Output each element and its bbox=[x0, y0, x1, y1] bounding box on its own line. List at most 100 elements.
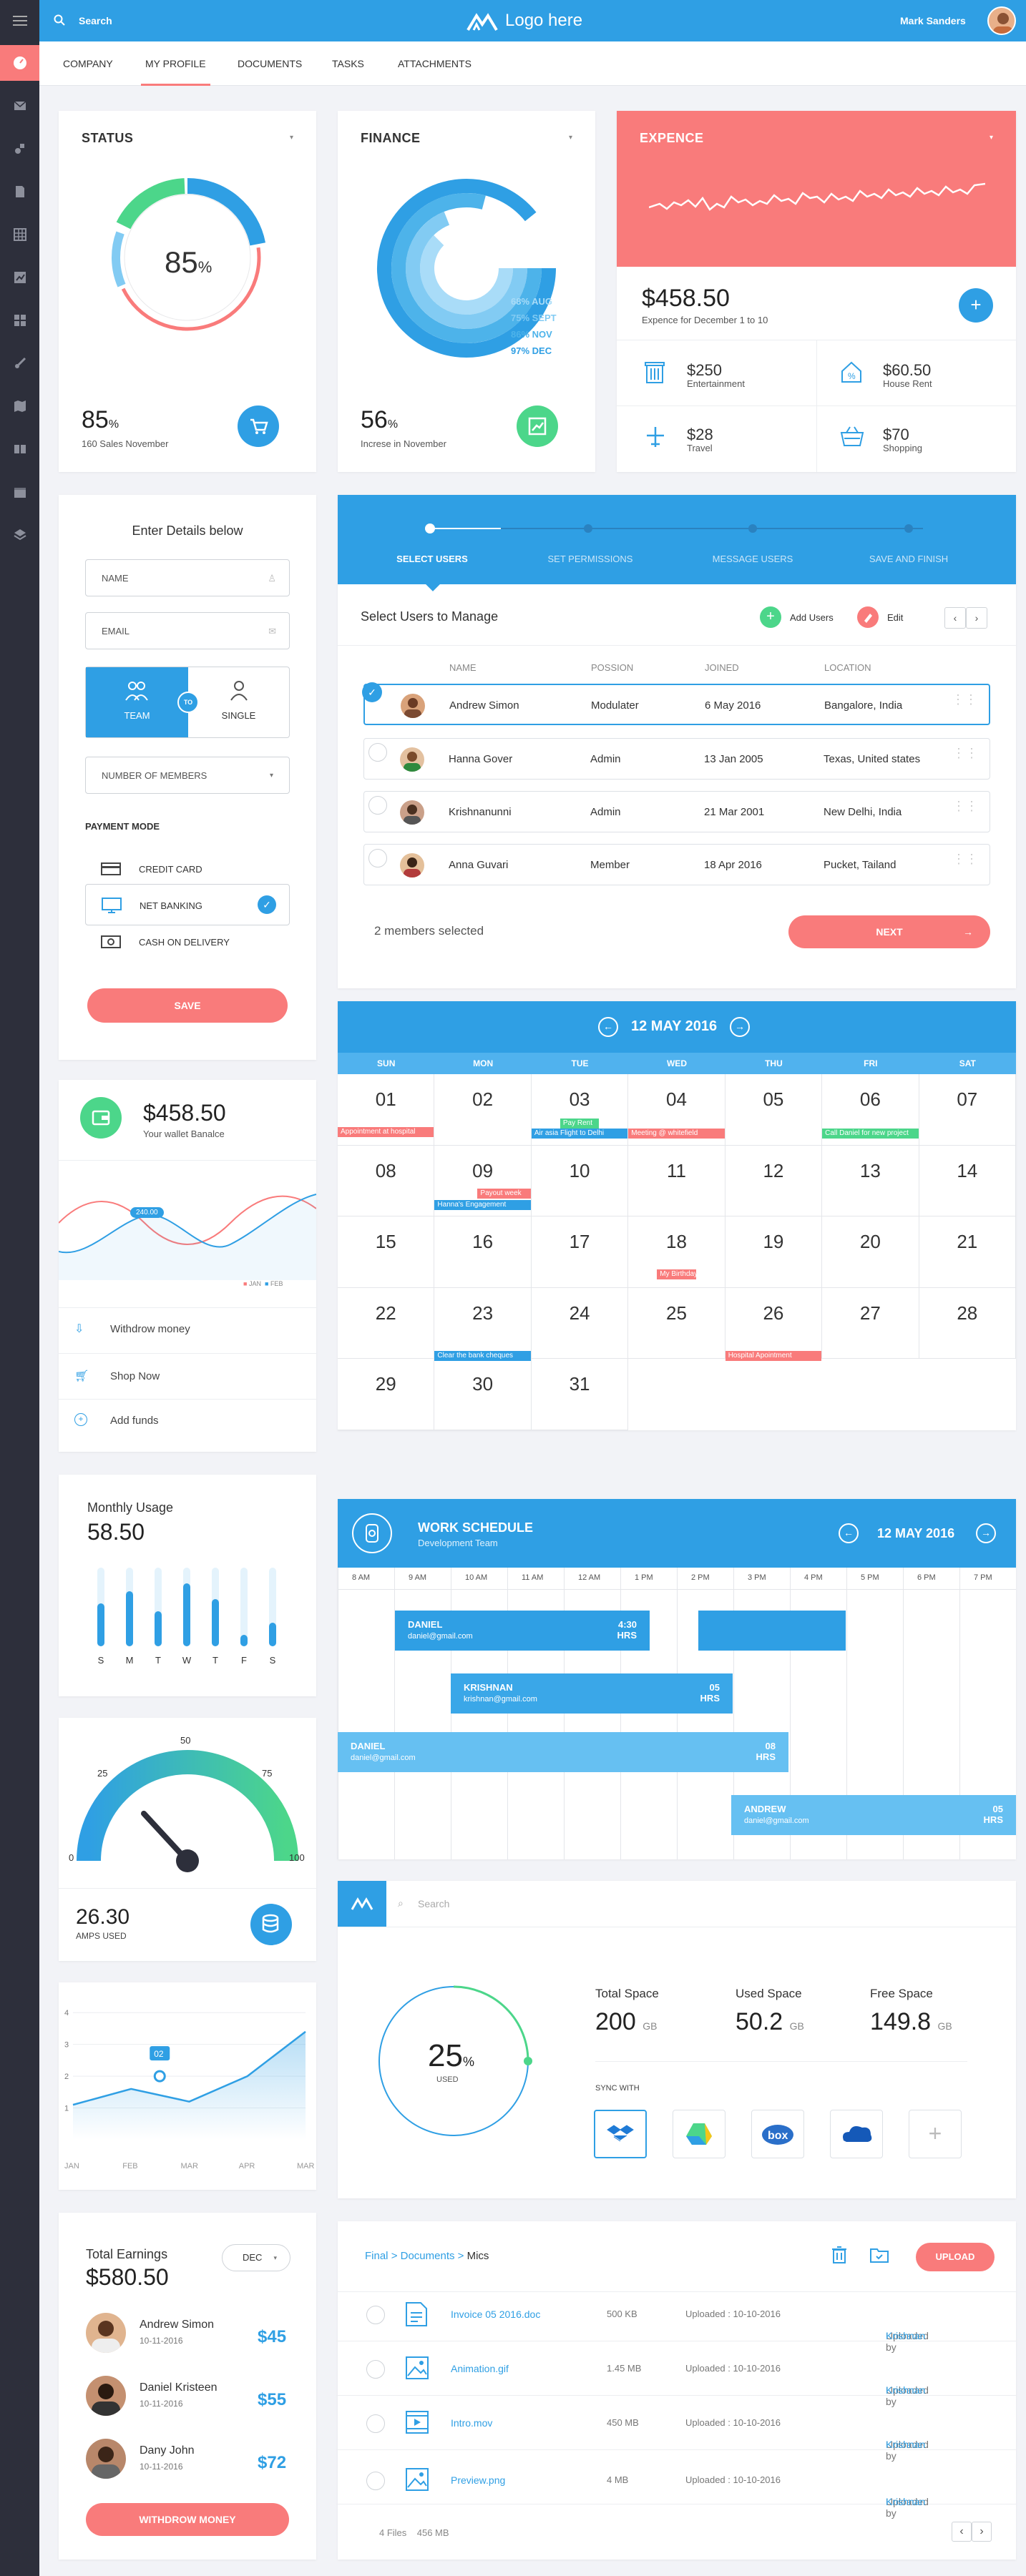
calendar-day[interactable]: 01 Appointment at hospital bbox=[338, 1074, 435, 1146]
checkbox-icon[interactable] bbox=[366, 2414, 385, 2433]
usage-bar[interactable] bbox=[269, 1623, 276, 1646]
next-month-button[interactable]: → bbox=[730, 1017, 750, 1037]
files-next-button[interactable]: › bbox=[972, 2522, 992, 2542]
chevron-down-icon[interactable]: ▾ bbox=[568, 134, 572, 142]
layers-icon[interactable] bbox=[0, 517, 39, 553]
drag-handle-icon[interactable]: ⋮⋮ bbox=[952, 692, 977, 707]
calendar-event[interactable]: Clear the bank cheques bbox=[434, 1350, 531, 1361]
calendar-day[interactable]: 24 bbox=[531, 1287, 629, 1360]
edit-link[interactable]: Edit bbox=[887, 612, 904, 623]
next-button[interactable]: NEXT → bbox=[788, 915, 990, 948]
calendar-day[interactable]: 23 Clear the bank cheques bbox=[434, 1287, 532, 1361]
user-row[interactable]: Krishnanunni Admin 21 Mar 2001 New Delhi… bbox=[363, 791, 990, 832]
file-name[interactable]: Animation.gif bbox=[451, 2363, 509, 2374]
calendar-day[interactable]: 16 bbox=[434, 1216, 532, 1288]
calendar-day[interactable]: 19 bbox=[725, 1216, 823, 1288]
growth-chart-icon[interactable] bbox=[517, 405, 558, 447]
usage-bar[interactable] bbox=[126, 1591, 133, 1646]
calendar-event[interactable]: Air asia Flight to Delhi bbox=[531, 1129, 628, 1139]
name-field[interactable]: NAME ♙ bbox=[85, 559, 290, 596]
schedule-bar[interactable] bbox=[698, 1611, 846, 1651]
cart-icon[interactable] bbox=[238, 405, 279, 447]
tab-attachments[interactable]: ATTACHMENTS bbox=[398, 58, 472, 69]
usage-bar[interactable] bbox=[240, 1634, 248, 1646]
file-name[interactable]: Intro.mov bbox=[451, 2417, 493, 2429]
trash-icon[interactable] bbox=[831, 2246, 847, 2268]
user-row[interactable]: ✓ Andrew Simon Modulater 6 May 2016 Bang… bbox=[362, 682, 990, 725]
breadcrumb-documents[interactable]: Documents bbox=[400, 2250, 455, 2262]
calendar-event[interactable]: Pay Rent bbox=[560, 1119, 600, 1129]
tab-company[interactable]: COMPANY bbox=[63, 58, 113, 69]
calendar-event[interactable]: Meeting @ whitefield bbox=[628, 1129, 725, 1139]
calendar-event[interactable]: My Birthday bbox=[657, 1269, 696, 1280]
usage-bar[interactable] bbox=[155, 1611, 162, 1646]
usage-bar[interactable] bbox=[97, 1603, 104, 1646]
file-name[interactable]: Invoice 05 2016.doc bbox=[451, 2309, 541, 2320]
next-page-button[interactable]: › bbox=[966, 607, 987, 629]
payment-net-banking[interactable]: NET BANKING ✓ bbox=[85, 884, 290, 925]
drag-handle-icon[interactable]: ⋮⋮ bbox=[952, 852, 978, 866]
next-day-button[interactable]: → bbox=[976, 1523, 996, 1543]
dropbox-button[interactable] bbox=[594, 2110, 647, 2158]
chevron-down-icon[interactable]: ▾ bbox=[989, 134, 993, 142]
map-icon[interactable] bbox=[0, 388, 39, 424]
calendar-event[interactable]: Payout week bbox=[477, 1188, 531, 1199]
storage-search-input[interactable]: Search bbox=[418, 1898, 450, 1909]
document-icon[interactable] bbox=[0, 174, 39, 210]
files-prev-button[interactable]: ‹ bbox=[952, 2522, 972, 2542]
calendar-day[interactable]: 21 bbox=[919, 1216, 1016, 1288]
schedule-bar[interactable]: DANIEL daniel@gmail.com 08 HRS bbox=[338, 1732, 788, 1772]
file-row[interactable]: Intro.mov 450 MB Uploaded : 10-10-2016 U… bbox=[336, 2396, 1016, 2462]
calendar-day[interactable]: 02 bbox=[434, 1074, 532, 1146]
tab-tasks[interactable]: TASKS bbox=[332, 58, 364, 69]
calendar-day[interactable]: 08 bbox=[338, 1145, 435, 1217]
team-option[interactable]: TEAM bbox=[86, 667, 188, 737]
add-users-link[interactable]: Add Users bbox=[790, 612, 834, 623]
checkbox-checked-icon[interactable]: ✓ bbox=[362, 682, 382, 702]
add-sync-button[interactable]: + bbox=[909, 2110, 962, 2158]
sidebar-dashboard-icon[interactable] bbox=[0, 45, 39, 81]
calendar-icon[interactable] bbox=[0, 474, 39, 510]
calendar-day[interactable]: 05 bbox=[725, 1074, 823, 1146]
calendar-day[interactable]: 04 Meeting @ whitefield bbox=[628, 1074, 725, 1146]
calendar-event[interactable]: Hospital Apointment bbox=[725, 1350, 822, 1361]
hamburger-icon[interactable] bbox=[0, 0, 39, 41]
widgets-icon[interactable] bbox=[0, 303, 39, 338]
schedule-bar[interactable]: ANDREW daniel@gmail.com 05 HRS bbox=[731, 1795, 1016, 1835]
payment-credit-card[interactable]: CREDIT CARD bbox=[85, 852, 290, 884]
book-icon[interactable] bbox=[0, 431, 39, 467]
step-dot[interactable] bbox=[584, 524, 592, 533]
add-expence-button[interactable]: + bbox=[959, 288, 993, 323]
checkbox-icon[interactable] bbox=[366, 2360, 385, 2379]
user-name[interactable]: Mark Sanders bbox=[900, 15, 966, 26]
members-select[interactable]: NUMBER OF MEMBERS ▾ bbox=[85, 757, 290, 794]
month-select[interactable]: DEC ▾ bbox=[222, 2244, 290, 2271]
calendar-day[interactable]: 30 bbox=[434, 1359, 532, 1430]
calendar-day[interactable]: 26 Hospital Apointment bbox=[725, 1287, 823, 1361]
calendar-day[interactable]: 13 bbox=[822, 1145, 919, 1217]
chart-icon[interactable] bbox=[0, 260, 39, 295]
grid-icon[interactable] bbox=[0, 217, 39, 252]
payment-cash[interactable]: CASH ON DELIVERY bbox=[85, 925, 290, 957]
checkbox-icon[interactable] bbox=[366, 2306, 385, 2324]
file-row[interactable]: Preview.png 4 MB Uploaded : 10-10-2016 U… bbox=[336, 2450, 1016, 2519]
calendar-day[interactable]: 03 Pay Rent Air asia Flight to Delhi bbox=[531, 1074, 629, 1146]
calendar-day[interactable]: 27 bbox=[822, 1287, 919, 1360]
prev-month-button[interactable]: ← bbox=[598, 1017, 618, 1037]
single-option[interactable]: SINGLE bbox=[188, 667, 289, 737]
calendar-day[interactable]: 29 bbox=[338, 1359, 435, 1430]
calendar-day[interactable]: 09 Payout week Hanna's Engagement bbox=[434, 1145, 532, 1217]
user-avatar[interactable] bbox=[987, 6, 1016, 35]
schedule-bar[interactable]: DANIEL daniel@gmail.com 4:30 HRS bbox=[395, 1611, 650, 1651]
brush-icon[interactable] bbox=[0, 345, 39, 381]
calendar-event[interactable]: Appointment at hospital bbox=[338, 1127, 434, 1137]
calendar-day[interactable]: 20 bbox=[822, 1216, 919, 1288]
upload-button[interactable]: UPLOAD bbox=[916, 2243, 995, 2271]
schedule-bar[interactable]: KRISHNAN krishnan@gmail.com 05 HRS bbox=[451, 1673, 733, 1714]
step-message-users[interactable]: MESSAGE USERS bbox=[712, 554, 793, 564]
checkbox-icon[interactable] bbox=[368, 743, 387, 762]
user-row[interactable]: Hanna Gover Admin 13 Jan 2005 Texas, Uni… bbox=[363, 738, 990, 780]
checkbox-icon[interactable] bbox=[368, 849, 387, 867]
calendar-day[interactable]: 11 bbox=[628, 1145, 725, 1217]
search-icon[interactable]: ⌕ bbox=[398, 1897, 404, 1909]
